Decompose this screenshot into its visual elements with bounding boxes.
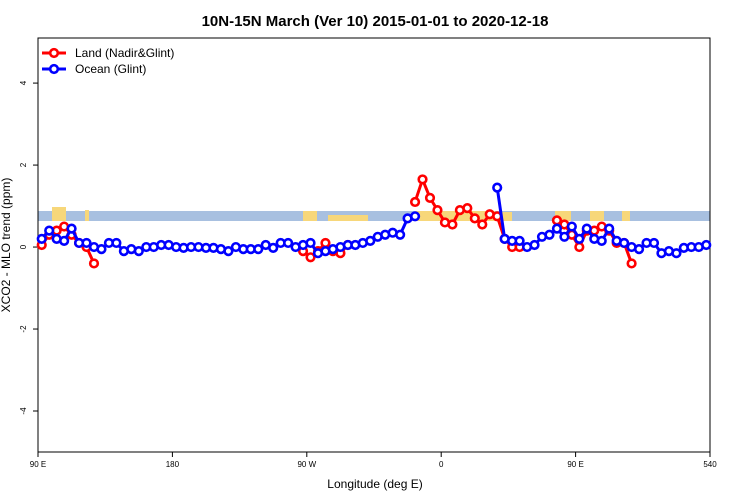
data-point [447, 219, 458, 230]
data-point [305, 237, 316, 249]
legend: Land (Nadir&Glint) Ocean (Glint) [42, 46, 174, 76]
data-point [223, 246, 234, 257]
data-point [365, 235, 376, 247]
data-point [59, 235, 70, 247]
data-point [409, 196, 421, 208]
legend-marker [48, 63, 60, 75]
data-point [469, 213, 480, 224]
data-point [633, 243, 645, 255]
data-point [96, 243, 107, 255]
plot-frame [37, 37, 711, 453]
data-point [574, 233, 585, 244]
x-tick-label: 180 [166, 460, 180, 469]
data-point [432, 205, 443, 216]
data-point [36, 233, 47, 244]
y-axis-label: XCO2 - MLO trend (ppm) [0, 178, 13, 313]
x-tick-label: 90 W [297, 460, 316, 469]
data-point [133, 246, 144, 257]
x-tick-label: 0 [439, 460, 444, 469]
data-point [409, 211, 421, 222]
chart-title: 10N-15N March (Ver 10) 2015-01-01 to 202… [202, 13, 549, 30]
data-point [320, 237, 331, 249]
data-point [529, 239, 540, 251]
data-point [604, 223, 615, 234]
data-point [581, 223, 592, 234]
data-point [514, 235, 525, 247]
data-point [305, 252, 316, 263]
legend-marker [48, 47, 60, 59]
data-point [574, 241, 585, 253]
legend-label: Land (Nadir&Glint) [75, 46, 174, 60]
x-tick-label: 90 E [567, 460, 583, 469]
data-point [268, 242, 279, 253]
x-tick-label: 90 E [30, 460, 46, 469]
y-tick-label: 0 [19, 244, 28, 249]
data-point [544, 229, 555, 240]
data-point [671, 248, 682, 259]
x-tick-label: 540 [703, 460, 717, 469]
data-point [81, 237, 92, 249]
data-point [66, 223, 77, 234]
data-point [619, 237, 630, 249]
data-point [283, 237, 294, 249]
data-point [566, 221, 577, 232]
data-point [477, 219, 488, 230]
data-point [596, 235, 607, 247]
y-tick-label: -4 [19, 407, 28, 415]
data-point [626, 258, 637, 269]
data-point [395, 229, 406, 240]
y-tick-label: 4 [19, 80, 28, 85]
data-point [648, 237, 660, 249]
data-point [492, 182, 503, 193]
data-point [462, 203, 473, 214]
legend-label: Ocean (Glint) [75, 62, 146, 76]
data-point [417, 174, 428, 185]
data-point [253, 243, 264, 255]
y-tick-label: -2 [19, 325, 28, 333]
map-strip [38, 207, 710, 221]
data-point [44, 225, 55, 236]
data-point [88, 258, 100, 269]
data-point [559, 231, 570, 242]
data-point [551, 223, 563, 234]
data-point [701, 239, 712, 251]
data-point [111, 237, 122, 249]
y-tick-label: 2 [19, 162, 28, 167]
x-axis-label: Longitude (deg E) [327, 477, 422, 491]
data-point [424, 192, 436, 203]
